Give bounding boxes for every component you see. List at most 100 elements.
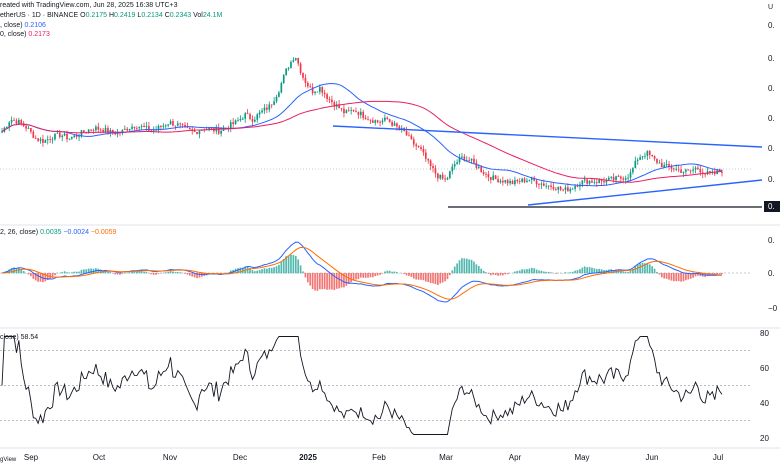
candle-body bbox=[656, 158, 658, 163]
symbol-legend[interactable]: etherUS · 1D · BINANCE O0.2175 H0.2419 L… bbox=[0, 11, 222, 20]
macd-histogram-bar bbox=[83, 269, 85, 274]
macd-histogram-bar bbox=[225, 272, 227, 274]
macd-histogram-bar bbox=[494, 273, 497, 275]
ohlc-open-label: O bbox=[80, 12, 86, 19]
candle-body bbox=[241, 118, 244, 120]
candle-body bbox=[564, 187, 567, 190]
candle-body bbox=[533, 177, 536, 181]
candle-body bbox=[408, 135, 410, 137]
candle-body bbox=[526, 180, 528, 183]
macd-histogram-bar bbox=[663, 273, 666, 279]
ohlc-open-value: 0.2175 bbox=[85, 12, 108, 19]
macd-histogram-bar bbox=[237, 268, 239, 274]
candle-body bbox=[32, 131, 35, 139]
macd-legend[interactable]: 2, 26, close) 0.0035 −0.0024 −0.0059 bbox=[0, 228, 116, 237]
candle-body bbox=[547, 185, 550, 187]
candle-body bbox=[615, 176, 617, 180]
candle-body bbox=[624, 178, 627, 180]
time-tick-label: Nov bbox=[163, 453, 177, 462]
candle-body bbox=[263, 107, 266, 111]
macd-histogram-bar bbox=[162, 272, 165, 274]
candle-body bbox=[482, 172, 485, 174]
macd-histogram-bar bbox=[140, 271, 143, 274]
macd-histogram-bar bbox=[355, 273, 357, 280]
macd-histogram-bar bbox=[477, 266, 480, 274]
candle-body bbox=[133, 126, 136, 129]
candle-body bbox=[576, 186, 579, 187]
candle-body bbox=[246, 113, 249, 115]
candle-body bbox=[345, 110, 348, 114]
macd-histogram-bar bbox=[273, 267, 275, 274]
candle-body bbox=[20, 119, 23, 124]
candle-body bbox=[56, 132, 59, 134]
candle-body bbox=[196, 132, 198, 134]
candle-body bbox=[58, 132, 61, 138]
candle-body bbox=[511, 180, 514, 185]
candle-body bbox=[562, 189, 564, 191]
candle-body bbox=[480, 166, 483, 173]
rsi-tick-label: 60 bbox=[760, 364, 769, 373]
macd-histogram-bar bbox=[58, 272, 61, 274]
price-tick-label: 0. bbox=[768, 84, 775, 93]
macd-tick-label: 0. bbox=[768, 269, 775, 278]
macd-histogram-bar bbox=[229, 270, 232, 274]
candle-body bbox=[574, 186, 576, 189]
macd-histogram-bar bbox=[196, 273, 198, 279]
macd-histogram-bar bbox=[434, 273, 437, 285]
candle-body bbox=[5, 126, 8, 128]
candle-body bbox=[13, 119, 15, 121]
candle-body bbox=[470, 158, 473, 161]
macd-histogram-bar bbox=[670, 273, 673, 281]
candle-body bbox=[485, 173, 487, 175]
price-tick-label: 0. bbox=[768, 175, 775, 184]
candle-body bbox=[148, 126, 150, 131]
macd-histogram-bar bbox=[131, 271, 133, 274]
macd-histogram-bar bbox=[564, 272, 567, 274]
candle-body bbox=[634, 160, 637, 169]
macd-histogram-bar bbox=[526, 269, 528, 274]
macd-histogram-bar bbox=[123, 272, 126, 274]
candle-body bbox=[297, 58, 300, 64]
resistance-trendline bbox=[332, 125, 763, 148]
macd-histogram-bar bbox=[665, 273, 668, 279]
candle-body bbox=[249, 113, 251, 119]
candle-body bbox=[359, 111, 362, 116]
candle-body bbox=[458, 157, 461, 163]
candle-body bbox=[704, 173, 706, 175]
ma2-legend[interactable]: 0, close) 0.2173 bbox=[0, 30, 50, 39]
macd-histogram-bar bbox=[258, 269, 261, 274]
candle-body bbox=[665, 163, 668, 166]
macd-histogram-bar bbox=[254, 271, 256, 274]
candle-body bbox=[326, 94, 328, 100]
candle-body bbox=[692, 169, 694, 171]
candle-body bbox=[682, 171, 685, 173]
candle-body bbox=[234, 120, 237, 125]
candle-body bbox=[521, 178, 523, 182]
macd-histogram-bar bbox=[201, 273, 203, 277]
macd-histogram-bar bbox=[581, 267, 584, 274]
macd-histogram-bar bbox=[280, 262, 283, 274]
macd-histogram-bar bbox=[451, 270, 454, 274]
candle-body bbox=[280, 83, 283, 93]
macd-histogram-bar bbox=[694, 273, 697, 277]
macd-histogram-bar bbox=[44, 273, 47, 282]
candle-body bbox=[651, 154, 654, 157]
candle-body bbox=[569, 188, 572, 192]
candle-body bbox=[145, 126, 148, 128]
macd-histogram-bar bbox=[381, 273, 384, 274]
ma1-legend[interactable]: , close) 0.2106 bbox=[0, 21, 46, 30]
candle-body bbox=[583, 179, 586, 181]
ohlc-high-value: 0.2419 bbox=[114, 12, 136, 19]
macd-histogram-bar bbox=[639, 263, 641, 274]
macd-histogram-bar bbox=[184, 273, 186, 274]
macd-histogram-bar bbox=[480, 268, 483, 274]
macd-histogram-bar bbox=[239, 267, 242, 274]
candle-body bbox=[367, 119, 369, 121]
candle-body bbox=[648, 151, 651, 155]
candle-body bbox=[172, 121, 174, 126]
rsi-legend[interactable]: close) 58.54 bbox=[0, 333, 38, 342]
candle-body bbox=[670, 166, 673, 169]
macd-histogram-bar bbox=[8, 269, 11, 274]
macd-histogram-bar bbox=[521, 269, 523, 274]
